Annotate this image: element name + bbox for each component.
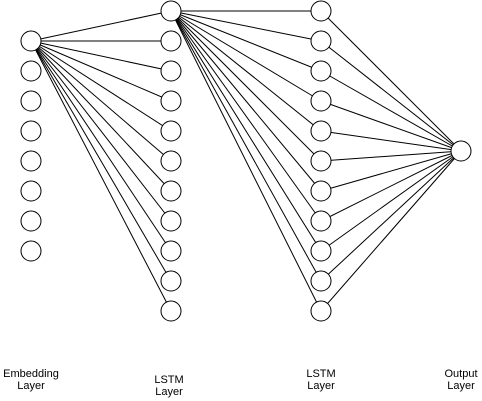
output-node-0: [450, 140, 472, 162]
connection-edge-0-4: [30, 40, 172, 132]
lstm2-node-1: [310, 30, 332, 52]
connection-edge-0-7: [30, 40, 172, 222]
embedding-node-0: [20, 30, 42, 52]
embedding-layer-label-line1: Embedding: [3, 368, 59, 380]
connection-edge-1-7: [170, 10, 322, 222]
lstm-layer-1-label-line2: Layer: [155, 386, 183, 398]
lstm1-node-1: [160, 30, 182, 52]
connection-edge-2-6: [320, 150, 462, 192]
connection-edge-0-0: [30, 10, 172, 42]
lstm1-node-6: [160, 180, 182, 202]
connection-edge-0-5: [30, 40, 172, 162]
lstm2-node-2: [310, 60, 332, 82]
connection-edge-1-3: [170, 10, 322, 102]
output-layer-label: Output Layer: [426, 368, 482, 392]
connection-edge-2-10: [320, 150, 462, 312]
embedding-node-1: [20, 60, 42, 82]
embedding-node-4: [20, 150, 42, 172]
embedding-node-2: [20, 90, 42, 112]
nodes-group: [20, 0, 472, 322]
connection-edge-2-8: [320, 150, 462, 252]
lstm-layer-1-label: LSTM Layer: [134, 374, 204, 398]
connection-edge-2-0: [320, 10, 462, 152]
lstm1-node-4: [160, 120, 182, 142]
embedding-node-3: [20, 120, 42, 142]
lstm2-node-4: [310, 120, 332, 142]
lstm1-node-7: [160, 210, 182, 232]
embedding-layer-label-line2: Layer: [17, 380, 45, 392]
connection-edge-2-1: [320, 40, 462, 152]
connection-edge-1-8: [170, 10, 322, 252]
connection-edge-2-4: [320, 130, 462, 152]
embedding-node-5: [20, 180, 42, 202]
output-layer-label-line2: Layer: [447, 380, 475, 392]
lstm1-node-9: [160, 270, 182, 292]
embedding-node-7: [20, 240, 42, 262]
lstm-layer-2-label-line1: LSTM: [306, 368, 336, 380]
lstm2-node-8: [310, 240, 332, 262]
connection-edge-1-2: [170, 10, 322, 72]
connection-edge-0-8: [30, 40, 172, 252]
embedding-node-6: [20, 210, 42, 232]
connection-edge-0-9: [30, 40, 172, 282]
connection-edge-0-10: [30, 40, 172, 312]
lstm1-node-10: [160, 300, 182, 322]
lstm-layer-2-label-line2: Layer: [307, 380, 335, 392]
connection-edge-1-1: [170, 10, 322, 42]
connection-edge-2-3: [320, 100, 462, 152]
connection-edge-0-6: [30, 40, 172, 192]
connection-edge-0-3: [30, 40, 172, 102]
connection-edge-1-9: [170, 10, 322, 282]
connection-edge-2-7: [320, 150, 462, 222]
lstm2-node-6: [310, 180, 332, 202]
connection-edge-2-9: [320, 150, 462, 282]
lstm2-node-3: [310, 90, 332, 112]
connections-group: [30, 10, 462, 312]
lstm2-node-7: [310, 210, 332, 232]
connection-edge-1-4: [170, 10, 322, 132]
connection-edge-0-2: [30, 40, 172, 72]
lstm-layer-2-label: LSTM Layer: [286, 368, 356, 392]
connection-edge-2-5: [320, 150, 462, 162]
embedding-layer-label: Embedding Layer: [0, 368, 66, 392]
connection-edge-1-10: [170, 10, 322, 312]
lstm2-node-10: [310, 300, 332, 322]
lstm2-node-0: [310, 0, 332, 22]
connection-edge-1-6: [170, 10, 322, 192]
connection-edge-2-2: [320, 70, 462, 152]
lstm1-node-5: [160, 150, 182, 172]
lstm1-node-8: [160, 240, 182, 262]
lstm2-node-5: [310, 150, 332, 172]
output-layer-label-line1: Output: [444, 368, 478, 380]
lstm-layer-1-label-line1: LSTM: [154, 374, 184, 386]
lstm1-node-2: [160, 60, 182, 82]
lstm1-node-0: [160, 0, 182, 22]
lstm2-node-9: [310, 270, 332, 292]
connection-edge-1-5: [170, 10, 322, 162]
lstm1-node-3: [160, 90, 182, 112]
